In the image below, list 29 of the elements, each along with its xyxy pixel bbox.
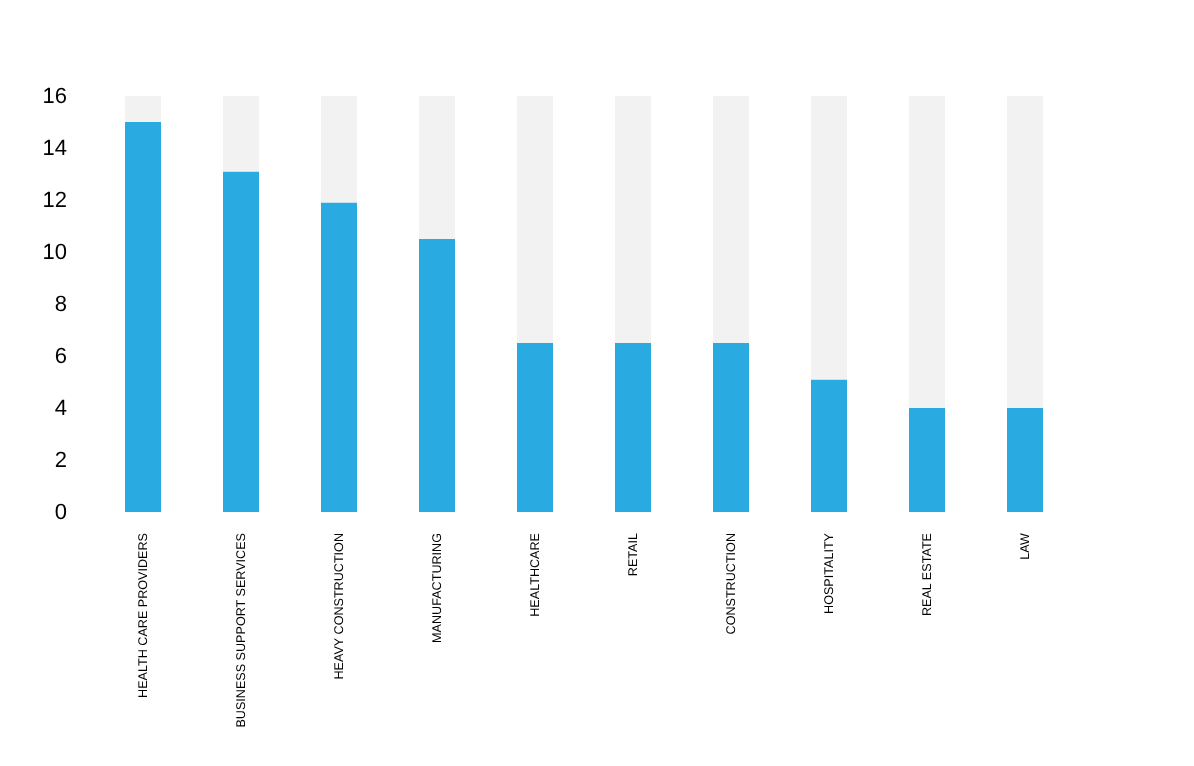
y-tick-label: 2	[54, 449, 67, 473]
bar	[125, 122, 161, 512]
bar	[125, 96, 161, 122]
y-tick-label: 8	[54, 293, 67, 317]
bar	[223, 171, 259, 512]
bar	[909, 408, 945, 512]
bar	[1007, 96, 1043, 408]
bar	[811, 96, 847, 380]
y-tick-label: 16	[42, 85, 67, 109]
bar	[1007, 408, 1043, 512]
bar	[419, 239, 455, 512]
y-tick-label: 10	[42, 241, 67, 265]
bar	[811, 379, 847, 512]
bar	[517, 343, 553, 512]
bar	[713, 96, 749, 343]
bar	[615, 343, 651, 512]
y-tick-label: 12	[42, 189, 67, 213]
y-tick-label: 6	[54, 345, 67, 369]
y-tick-label: 14	[42, 137, 67, 161]
y-tick-label: 0	[54, 501, 67, 525]
bar	[615, 96, 651, 343]
y-tick-label: 4	[54, 397, 67, 421]
bar	[223, 96, 259, 172]
bar	[909, 96, 945, 408]
bar	[321, 202, 357, 512]
bar	[321, 96, 357, 203]
bar	[419, 96, 455, 239]
bar	[713, 343, 749, 512]
bar	[517, 96, 553, 343]
